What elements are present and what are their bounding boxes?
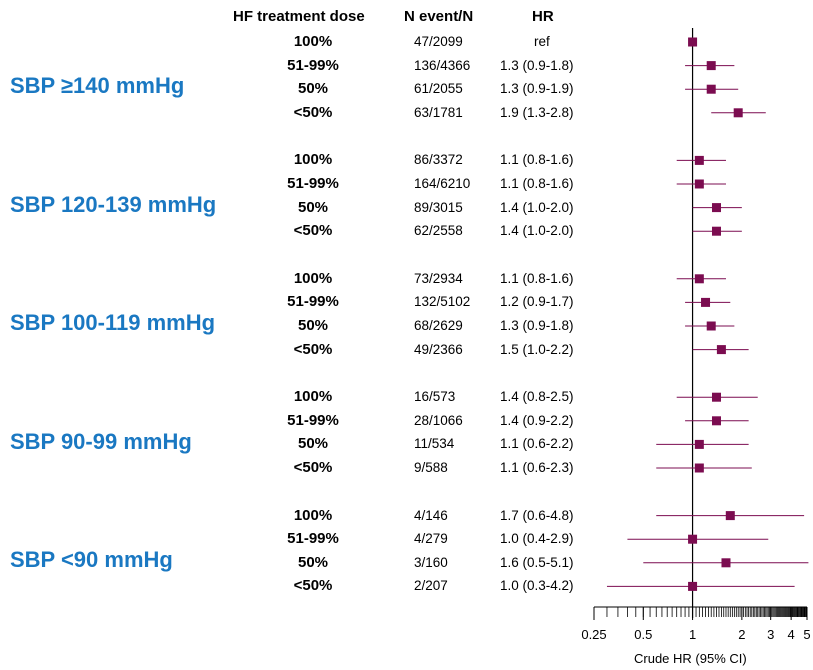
hr-marker <box>701 297 711 307</box>
hr-cell: 1.4 (1.0-2.0) <box>500 199 574 215</box>
hr-cell: 1.1 (0.8-1.6) <box>500 176 574 191</box>
hr-marker <box>725 511 735 521</box>
n-event-cell: 86/3372 <box>414 152 463 168</box>
header-dose: HF treatment dose <box>233 8 365 25</box>
x-tick-label: 1 <box>689 627 696 642</box>
hr-cell: 1.5 (1.0-2.2) <box>500 341 574 357</box>
dose-label: 50% <box>297 80 329 98</box>
hr-cell: 1.4 (1.0-2.0) <box>500 223 574 239</box>
n-event-cell: 28/1066 <box>414 412 463 428</box>
dose-label: 50% <box>297 553 329 571</box>
x-tick-label: 0.5 <box>634 627 652 642</box>
group-label: SBP <90 mmHg <box>10 547 173 572</box>
hr-marker <box>716 345 726 355</box>
hr-marker <box>733 108 743 118</box>
group-label: SBP ≥140 mmHg <box>10 73 185 99</box>
hr-cell: 1.1 (0.8-1.6) <box>500 152 574 168</box>
dose-label: 100% <box>293 151 333 169</box>
header-hr: HR <box>532 8 554 25</box>
group-label: SBP 120-139 mmHg <box>10 191 217 217</box>
dose-label: 50% <box>297 198 329 216</box>
hr-marker <box>688 581 698 591</box>
hr-cell: 1.2 (0.9-1.7) <box>500 294 574 310</box>
hr-marker <box>694 155 704 165</box>
hr-cell: 1.3 (0.9-1.9) <box>500 81 574 97</box>
dose-label: 51-99% <box>287 56 339 74</box>
hr-marker <box>721 558 731 568</box>
dose-label: <50% <box>293 577 333 595</box>
dose-label: 50% <box>297 435 329 453</box>
dose-label: 51-99% <box>287 293 339 311</box>
n-event-cell: 4/146 <box>414 507 448 523</box>
n-event-cell: 73/2934 <box>414 270 463 286</box>
hr-cell: ref <box>534 34 550 49</box>
n-event-cell: 16/573 <box>414 389 456 405</box>
hr-marker <box>711 203 721 213</box>
hr-cell: 1.9 (1.3-2.8) <box>500 104 574 120</box>
hr-marker <box>694 179 704 189</box>
dose-label: 51-99% <box>287 175 339 192</box>
hr-marker <box>694 439 704 449</box>
n-event-cell: 47/2099 <box>414 34 463 49</box>
hr-cell: 1.3 (0.9-1.8) <box>500 318 574 333</box>
dose-label: 51-99% <box>287 530 339 548</box>
hr-marker <box>711 226 721 236</box>
hr-cell: 1.4 (0.9-2.2) <box>500 412 574 428</box>
group-label: SBP 90-99 mmHg <box>10 428 192 454</box>
n-event-cell: 61/2055 <box>414 81 463 97</box>
n-event-cell: 63/1781 <box>414 104 463 120</box>
hr-marker <box>688 37 698 47</box>
dose-label: 100% <box>293 33 333 50</box>
hr-marker <box>694 274 704 284</box>
n-event-cell: 89/3015 <box>414 199 463 215</box>
n-event-cell: 62/2558 <box>414 223 463 239</box>
n-event-cell: 164/6210 <box>414 176 471 191</box>
hr-marker <box>706 84 716 94</box>
n-event-cell: 68/2629 <box>414 318 463 333</box>
header-nevent: N event/N <box>404 8 474 25</box>
dose-label: 51-99% <box>287 411 339 429</box>
dose-label: 100% <box>293 269 333 287</box>
hr-marker <box>706 61 716 71</box>
hr-marker <box>688 534 698 544</box>
n-event-cell: 9/588 <box>414 460 448 475</box>
dose-label: <50% <box>293 103 333 121</box>
hr-cell: 1.7 (0.6-4.8) <box>500 507 574 523</box>
dose-label: 100% <box>293 388 333 406</box>
x-tick-label: 0.25 <box>581 627 606 642</box>
hr-cell: 1.1 (0.8-1.6) <box>500 270 574 286</box>
n-event-cell: 132/5102 <box>414 294 471 310</box>
dose-label: 100% <box>293 506 333 524</box>
hr-marker <box>706 321 716 331</box>
hr-cell: 1.0 (0.3-4.2) <box>500 578 574 594</box>
x-tick-label: 5 <box>803 627 810 642</box>
x-tick-label: 4 <box>788 627 795 642</box>
x-tick-label: 2 <box>738 627 745 642</box>
x-axis-label: Crude HR (95% CI) <box>634 651 747 666</box>
hr-marker <box>694 463 704 473</box>
hr-cell: 1.4 (0.8-2.5) <box>500 389 574 405</box>
dose-label: <50% <box>293 340 333 358</box>
n-event-cell: 136/4366 <box>414 57 471 73</box>
hr-marker <box>711 392 721 402</box>
dose-label: <50% <box>293 459 333 476</box>
dose-label: 50% <box>297 317 329 334</box>
n-event-cell: 49/2366 <box>414 341 463 357</box>
hr-cell: 1.1 (0.6-2.2) <box>500 436 574 452</box>
dose-label: <50% <box>293 222 333 240</box>
hr-cell: 1.0 (0.4-2.9) <box>500 531 574 547</box>
hr-cell: 1.3 (0.9-1.8) <box>500 57 574 73</box>
hr-cell: 1.1 (0.6-2.3) <box>500 460 574 475</box>
n-event-cell: 4/279 <box>414 531 448 547</box>
n-event-cell: 3/160 <box>414 554 448 570</box>
hr-marker <box>711 416 721 426</box>
n-event-cell: 2/207 <box>414 578 448 594</box>
x-tick-label: 3 <box>767 627 774 642</box>
n-event-cell: 11/534 <box>414 436 455 452</box>
hr-cell: 1.6 (0.5-5.1) <box>500 554 574 570</box>
group-label: SBP 100-119 mmHg <box>10 310 216 336</box>
